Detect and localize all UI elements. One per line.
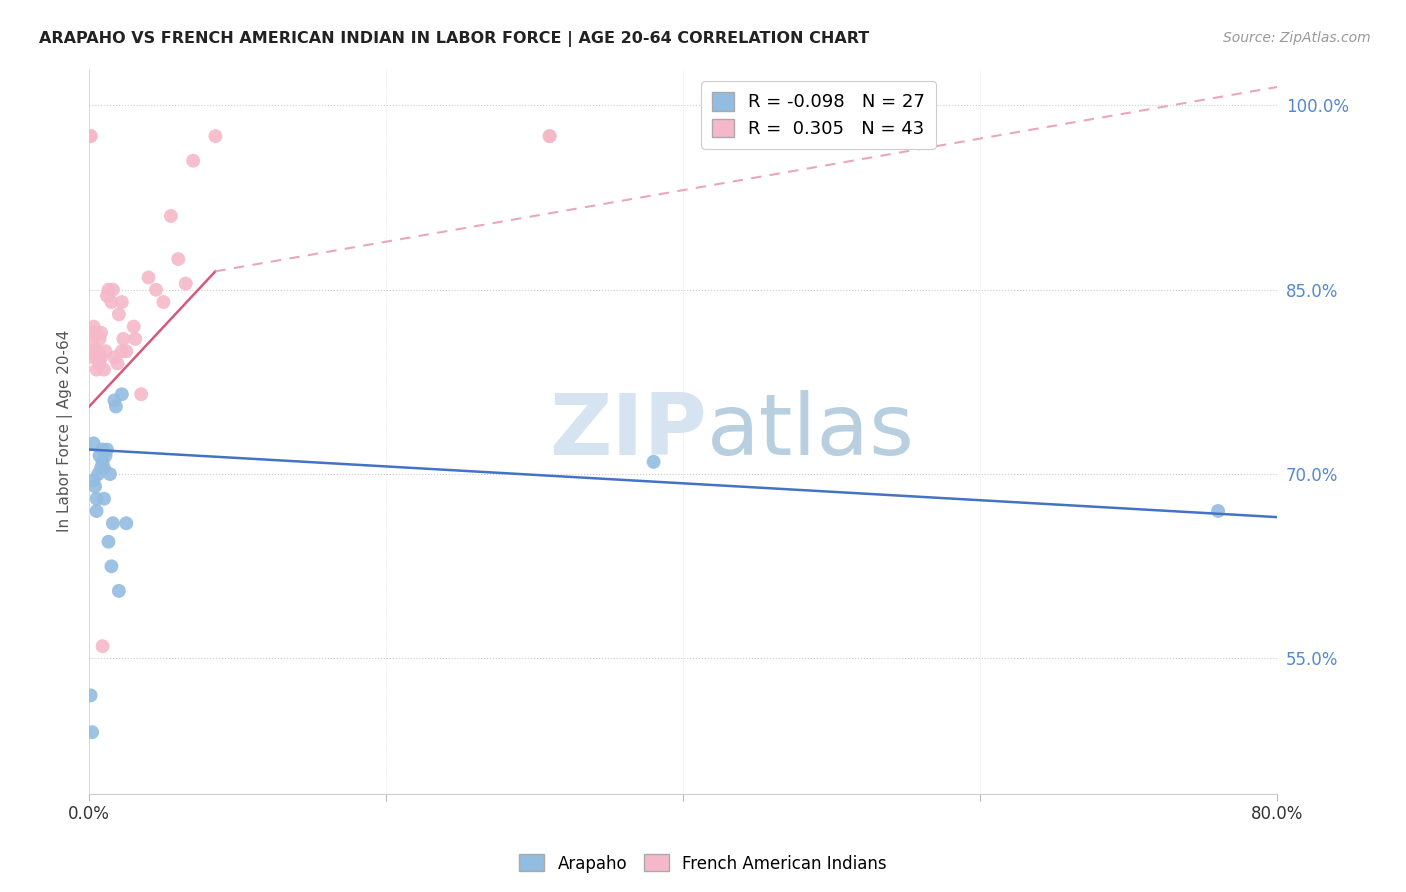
Point	[122, 319, 145, 334]
Point	[167, 252, 190, 266]
Y-axis label: In Labor Force | Age 20-64: In Labor Force | Age 20-64	[58, 330, 73, 533]
Point	[538, 129, 561, 144]
Legend: R = -0.098   N = 27, R =  0.305   N = 43: R = -0.098 N = 27, R = 0.305 N = 43	[702, 81, 936, 149]
Point	[97, 283, 120, 297]
Point	[90, 326, 112, 340]
Point	[82, 725, 104, 739]
Point	[90, 461, 112, 475]
Point	[90, 351, 112, 365]
Point	[111, 344, 134, 359]
Point	[108, 583, 131, 598]
Point	[93, 461, 115, 475]
Point	[79, 129, 101, 144]
Point	[94, 449, 117, 463]
Text: Source: ZipAtlas.com: Source: ZipAtlas.com	[1223, 31, 1371, 45]
Point	[538, 129, 561, 144]
Point	[89, 357, 111, 371]
Point	[82, 344, 104, 359]
Point	[98, 467, 121, 482]
Point	[103, 351, 125, 365]
Point	[204, 129, 226, 144]
Point	[83, 473, 105, 487]
Point	[79, 129, 101, 144]
Point	[145, 283, 167, 297]
Point	[84, 344, 107, 359]
Text: ZIP: ZIP	[550, 390, 707, 473]
Point	[79, 689, 101, 703]
Point	[91, 639, 114, 653]
Point	[86, 362, 108, 376]
Point	[111, 295, 134, 310]
Point	[83, 319, 105, 334]
Point	[83, 351, 105, 365]
Point	[87, 344, 110, 359]
Point	[97, 534, 120, 549]
Point	[96, 442, 118, 457]
Point	[91, 442, 114, 457]
Point	[100, 295, 122, 310]
Point	[91, 455, 114, 469]
Point	[181, 153, 204, 168]
Point	[115, 344, 138, 359]
Point	[84, 479, 107, 493]
Point	[83, 436, 105, 450]
Point	[100, 559, 122, 574]
Point	[89, 332, 111, 346]
Point	[89, 449, 111, 463]
Legend: Arapaho, French American Indians: Arapaho, French American Indians	[513, 847, 893, 880]
Point	[86, 504, 108, 518]
Point	[86, 491, 108, 506]
Point	[103, 393, 125, 408]
Point	[105, 357, 128, 371]
Point	[112, 332, 135, 346]
Point	[82, 332, 104, 346]
Point	[152, 295, 174, 310]
Point	[111, 387, 134, 401]
Text: ARAPAHO VS FRENCH AMERICAN INDIAN IN LABOR FORCE | AGE 20-64 CORRELATION CHART: ARAPAHO VS FRENCH AMERICAN INDIAN IN LAB…	[39, 31, 870, 47]
Point	[129, 387, 152, 401]
Point	[108, 307, 131, 321]
Point	[1206, 504, 1229, 518]
Point	[87, 467, 110, 482]
Point	[138, 270, 160, 285]
Point	[104, 400, 127, 414]
Point	[84, 326, 107, 340]
Point	[643, 455, 665, 469]
Point	[83, 344, 105, 359]
Point	[93, 362, 115, 376]
Point	[96, 289, 118, 303]
Point	[94, 344, 117, 359]
Point	[101, 283, 124, 297]
Point	[174, 277, 197, 291]
Point	[160, 209, 183, 223]
Point	[93, 491, 115, 506]
Point	[124, 332, 146, 346]
Point	[86, 351, 108, 365]
Text: atlas: atlas	[707, 390, 915, 473]
Point	[115, 516, 138, 531]
Point	[101, 516, 124, 531]
